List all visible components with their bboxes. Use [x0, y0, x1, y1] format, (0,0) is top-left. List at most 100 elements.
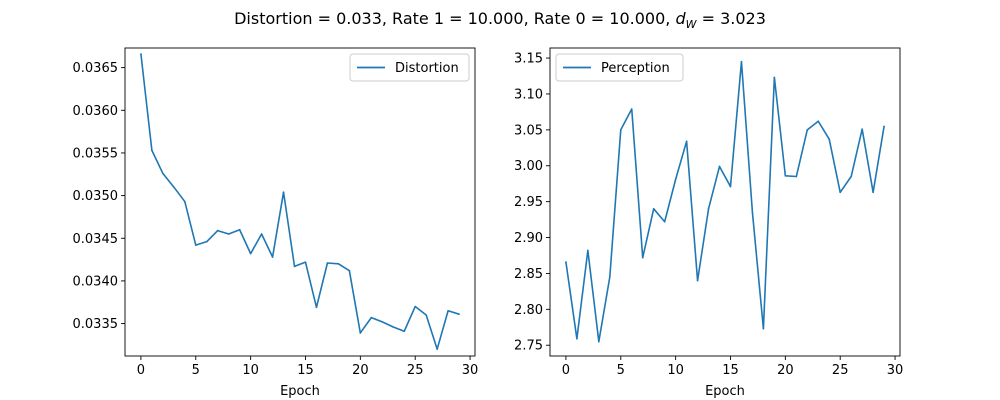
x-tick-label: 20	[777, 363, 794, 378]
perception-chart: 0 5 10 15 20 25 30 2.75 2.80 2.85 2.90 2.95 3.00 3.05…	[514, 47, 904, 399]
figure-title: Distortion = 0.033, Rate 1 = 10.000, Rat…	[234, 9, 766, 31]
data-point	[652, 208, 655, 210]
data-point	[216, 229, 219, 232]
y-tick-label: 2.80	[514, 303, 543, 318]
x-tick-label: 15	[297, 363, 314, 378]
x-tick-label: 20	[352, 363, 369, 378]
x-tick-label: 10	[667, 363, 684, 378]
data-point	[674, 178, 677, 181]
data-point	[850, 175, 852, 178]
y-tick-label: 2.85	[514, 267, 543, 282]
legend-label: Perception	[601, 61, 670, 76]
data-point	[249, 252, 252, 255]
data-point	[304, 261, 307, 263]
data-point	[183, 200, 186, 203]
data-point	[392, 326, 395, 328]
y-tick-label: 3.10	[514, 87, 543, 102]
y-tick-label: 0.0335	[73, 317, 119, 332]
data-point	[751, 211, 754, 214]
x-tick-label: 30	[462, 363, 479, 378]
data-point	[806, 129, 809, 131]
data-point	[817, 120, 820, 123]
figure-title-tail: = 3.023	[696, 9, 765, 28]
data-point	[598, 340, 600, 343]
y-tick-label: 0.0355	[73, 146, 119, 161]
x-axis-label: Epoch	[705, 384, 745, 399]
x-tick-label: 5	[192, 363, 200, 378]
data-point	[696, 279, 699, 282]
y-tick-label: 0.0365	[73, 61, 119, 76]
data-point	[348, 269, 351, 272]
data-point	[861, 128, 863, 130]
data-point	[282, 191, 285, 193]
data-point	[458, 313, 460, 315]
data-point	[151, 149, 153, 152]
x-axis-label: Epoch	[280, 384, 320, 399]
data-point	[227, 233, 230, 235]
data-point	[425, 314, 427, 316]
data-point	[795, 175, 798, 178]
data-point	[370, 316, 373, 319]
data-point	[839, 191, 842, 194]
x-tick-label: 5	[617, 363, 625, 378]
y-tick-label: 0.0360	[73, 104, 119, 119]
data-point	[641, 256, 644, 259]
data-point	[359, 332, 362, 334]
data-point	[828, 138, 831, 140]
data-point	[773, 76, 776, 79]
data-point	[608, 276, 611, 278]
data-point	[315, 306, 318, 309]
figure-title-math-var: d	[675, 9, 686, 28]
data-point	[685, 140, 688, 143]
data-point	[173, 186, 175, 188]
x-tick-label: 0	[137, 363, 145, 378]
data-point	[414, 305, 417, 308]
data-point	[740, 60, 743, 63]
plot-frame	[549, 47, 901, 357]
y-tick-label: 2.95	[514, 195, 543, 210]
figure-title-math-sub: W	[686, 18, 698, 31]
data-point	[447, 309, 449, 312]
y-tick-label: 0.0350	[73, 189, 119, 204]
figure-title-text: Distortion = 0.033, Rate 1 = 10.000, Rat…	[234, 9, 675, 28]
data-point	[663, 220, 666, 223]
plot-frame	[124, 47, 476, 357]
series-line-perception	[565, 60, 885, 343]
legend: Perception	[555, 53, 684, 82]
data-point	[260, 233, 263, 235]
data-point	[162, 172, 164, 175]
x-tick-label: 0	[562, 363, 570, 378]
data-point	[381, 321, 384, 323]
data-point	[729, 185, 732, 188]
data-point	[271, 256, 274, 258]
x-tick-label: 30	[887, 363, 904, 378]
data-point	[587, 249, 589, 252]
data-point	[872, 191, 874, 194]
data-point	[784, 174, 787, 177]
legend: Distortion	[349, 53, 470, 82]
data-point	[140, 53, 142, 55]
data-point	[565, 261, 567, 263]
data-point	[762, 327, 765, 330]
data-point	[718, 165, 721, 168]
x-tick-label: 15	[722, 363, 739, 378]
y-tick-label: 0.0345	[73, 232, 119, 247]
x-tick-label: 25	[407, 363, 424, 378]
y-tick-label: 2.90	[514, 231, 543, 246]
y-tick-label: 0.0340	[73, 274, 119, 289]
data-point	[630, 108, 633, 110]
data-point	[293, 265, 296, 268]
data-point	[194, 244, 197, 246]
y-tick-label: 3.15	[514, 52, 543, 67]
data-point	[436, 348, 438, 350]
data-point	[238, 228, 241, 231]
y-tick-label: 3.00	[514, 159, 543, 174]
data-point	[403, 330, 406, 333]
data-point	[337, 263, 340, 265]
x-tick-label: 10	[242, 363, 259, 378]
data-point	[707, 208, 710, 210]
distortion-chart: 0 5 10 15 20 25 30 0.0335 0.0340 0.0345 0.0350 0.03…	[73, 47, 479, 399]
data-point	[619, 129, 622, 131]
data-point	[883, 125, 885, 128]
